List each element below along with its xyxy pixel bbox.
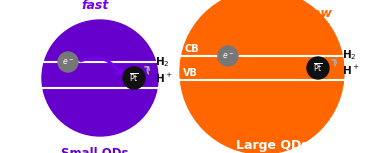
Text: H$^+$: H$^+$ xyxy=(155,71,172,85)
Text: $e^-$: $e^-$ xyxy=(62,57,74,67)
Text: Large QDs: Large QDs xyxy=(236,139,308,152)
Text: CB: CB xyxy=(184,44,199,54)
Text: $\overline{\rm Pt}$: $\overline{\rm Pt}$ xyxy=(313,62,323,74)
Circle shape xyxy=(123,67,145,89)
Circle shape xyxy=(180,0,344,153)
Text: $\overline{\rm Pt}$: $\overline{\rm Pt}$ xyxy=(129,72,139,84)
Text: $e^-$: $e^-$ xyxy=(222,51,234,61)
Text: fast: fast xyxy=(81,0,109,12)
Text: H$^+$: H$^+$ xyxy=(342,63,359,76)
Circle shape xyxy=(42,20,158,136)
Text: H$_2$: H$_2$ xyxy=(155,55,170,69)
Text: VB: VB xyxy=(183,68,198,78)
Text: H$_2$: H$_2$ xyxy=(342,48,356,62)
Text: Small QDs: Small QDs xyxy=(61,146,129,153)
Circle shape xyxy=(307,57,329,79)
Circle shape xyxy=(58,52,78,72)
Circle shape xyxy=(218,46,238,66)
Text: slow: slow xyxy=(301,7,333,20)
